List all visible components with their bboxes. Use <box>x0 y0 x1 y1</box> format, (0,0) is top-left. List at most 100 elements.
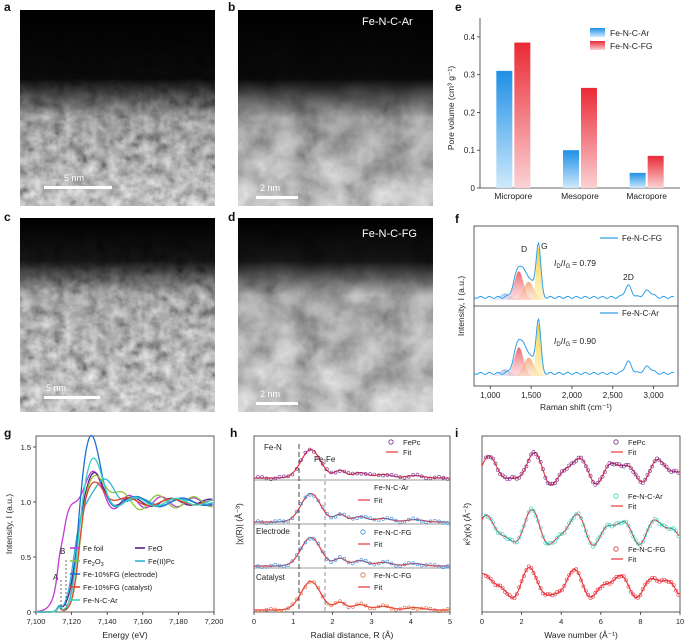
i-frame <box>481 435 681 613</box>
i-data-point <box>586 592 591 597</box>
h-data-point <box>299 546 303 551</box>
e-legend-swatch-fg <box>590 41 605 50</box>
i-data-point <box>531 450 536 454</box>
h-data-point <box>402 605 407 610</box>
i-data-point <box>607 461 612 466</box>
h-fit-curve-1 <box>254 492 449 523</box>
h-legend-label-ar: Fe-N-C-Ar <box>374 483 409 492</box>
h-data-point <box>273 563 278 567</box>
h-data-point <box>294 597 299 602</box>
f-ratio-fg: ID/IG = 0.79 <box>554 258 596 270</box>
h-xtick-label: 2 <box>330 617 334 626</box>
h-data-point <box>372 517 377 522</box>
h-data-point <box>437 474 441 479</box>
i-ylabel: κ²χ(κ) (Å⁻²) <box>462 503 472 546</box>
h-fit-curve-3 <box>254 580 449 611</box>
h-legend-fit-2: Fit <box>374 496 383 505</box>
h-data-point <box>256 519 260 523</box>
h-data-point <box>441 475 446 480</box>
h-data-point <box>420 563 424 568</box>
h-data-point <box>376 518 381 522</box>
h-data-point <box>290 559 295 563</box>
e-ytick-label: 0.2 <box>464 108 476 117</box>
h-data-point <box>420 606 424 611</box>
h-data-point <box>307 492 312 497</box>
i-data-point <box>512 540 517 545</box>
i-data-point <box>588 541 593 545</box>
h-data-point <box>294 466 299 471</box>
h-data-point <box>269 520 273 525</box>
i-data-point <box>548 482 553 486</box>
i-data-point <box>534 514 538 518</box>
i-data-point <box>495 530 500 535</box>
panel-f-label: f <box>455 212 459 226</box>
g-xtick-label: 7,100 <box>27 617 46 626</box>
scale-bar-c <box>44 396 100 399</box>
i-data-point <box>503 589 507 594</box>
h-data-point <box>329 470 333 475</box>
i-data-point <box>524 464 529 469</box>
i-data-point <box>569 518 574 523</box>
i-data-point <box>548 592 553 597</box>
i-data-point <box>581 523 586 528</box>
h-data-point <box>333 601 338 605</box>
f-xtick-label: 3,000 <box>644 391 665 400</box>
h-legend-label-fepc: FePc <box>403 438 421 447</box>
h-annot-electrode: Electrode <box>256 527 290 536</box>
e-legend-swatch-ar <box>590 28 605 37</box>
h-legend-label-fg-electrode: Fe-N-C-FG <box>374 528 412 537</box>
i-data-point <box>560 588 564 593</box>
h-data-point <box>415 517 420 522</box>
i-data-point <box>624 519 629 524</box>
h-data-point <box>299 501 303 506</box>
h-data-point <box>420 519 424 524</box>
e-bar-macropore-fg <box>647 155 664 188</box>
panel-d-label: d <box>228 210 236 224</box>
h-data-point <box>303 450 308 455</box>
i-data-point <box>674 588 678 593</box>
h-data-point <box>264 565 269 569</box>
h-data-point <box>428 476 433 481</box>
i-data-point <box>517 475 522 480</box>
scale-bar-b <box>256 196 298 199</box>
g-xtick-label: 7,160 <box>133 617 152 626</box>
scale-bar-a <box>44 186 112 189</box>
e-bar-micropore-ar <box>496 70 513 188</box>
h-data-point <box>359 601 364 606</box>
tem-title-b: Fe-N-C-Ar <box>362 16 413 28</box>
f-peak-label-g: G <box>541 241 548 251</box>
f-ratio-ar: ID/IG = 0.90 <box>554 336 596 348</box>
h-data-point <box>264 607 269 612</box>
i-data-point <box>534 575 538 580</box>
i-data-point <box>628 530 633 534</box>
i-data-point <box>600 584 605 589</box>
i-legend-marker-fg <box>613 546 619 552</box>
h-data-point <box>256 609 260 613</box>
h-data-point <box>342 601 346 606</box>
h-data-point <box>376 604 381 609</box>
g-xlabel: Energy (eV) <box>102 630 148 640</box>
i-data-point <box>643 582 648 587</box>
h-data-point <box>351 561 355 566</box>
i-data-point <box>590 594 595 599</box>
h-data-point <box>424 606 428 610</box>
h-data-point <box>355 602 359 607</box>
f-peak-label-2d: 2D <box>623 272 634 282</box>
i-xtick-label: 10 <box>676 617 684 626</box>
i-data-point <box>583 588 588 593</box>
h-data-point <box>307 580 312 584</box>
h-data-point <box>316 541 321 546</box>
g-legend-label-fe-foil: Fe foil <box>83 544 104 553</box>
i-data-point <box>572 515 576 520</box>
g-curve-5 <box>36 481 213 613</box>
h-legend-fit-1: Fit <box>403 448 412 457</box>
tem-image-a: 5 nm <box>20 10 215 206</box>
f-xtick-label: 2,000 <box>562 391 583 400</box>
i-data-point <box>574 458 579 463</box>
h-data-point <box>411 473 415 477</box>
h-data-point <box>342 512 346 517</box>
h-xtick-label: 5 <box>448 617 452 626</box>
i-data-point <box>666 527 671 532</box>
h-data-point <box>307 447 312 452</box>
h-data-point <box>445 477 450 481</box>
